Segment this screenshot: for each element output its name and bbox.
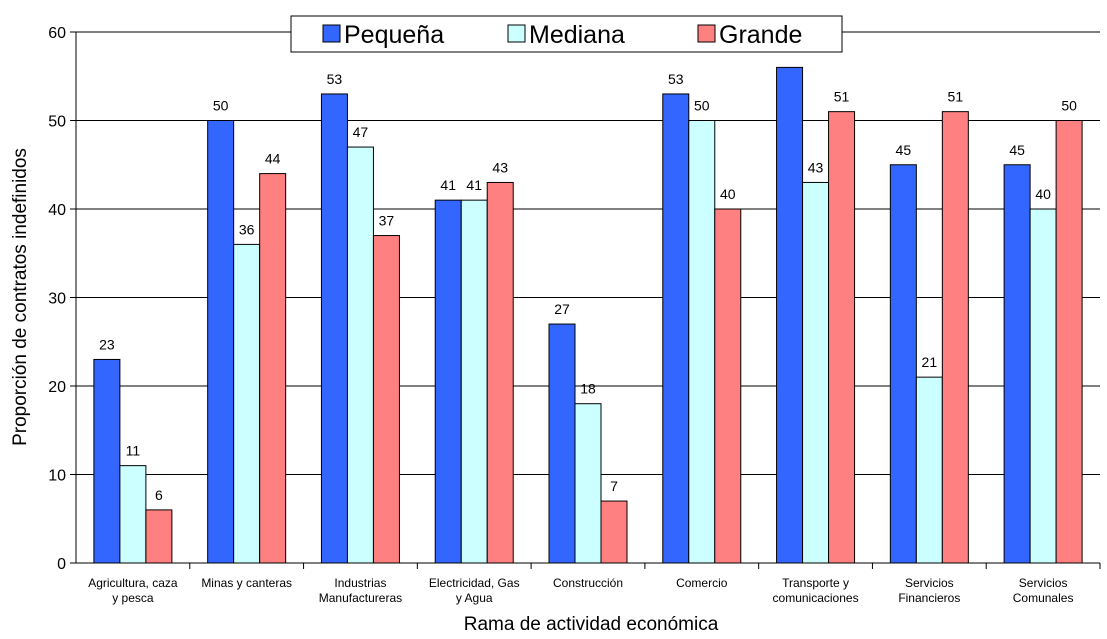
data-label: 47 [353,124,369,140]
x-category-label: Servicios [1019,576,1068,590]
x-category-label: Transporte y [782,576,849,590]
data-label: 45 [896,142,912,158]
bars [93,66,1083,564]
data-label: 36 [239,221,255,237]
data-label: 37 [379,213,395,229]
bar-mediana [1029,208,1057,564]
data-label: 45 [1009,142,1025,158]
bar-grande [1055,120,1083,564]
y-tick-label: 10 [48,468,66,485]
bar-mediana [460,199,488,564]
bar-pequena [434,199,462,564]
legend-swatch [697,24,716,43]
data-label: 44 [265,151,281,167]
bar-grande [828,111,856,564]
bar-pequena [1003,164,1031,564]
bar-pequena [776,66,804,564]
x-category-label: Agricultura, caza [88,576,178,590]
data-label: 40 [720,186,736,202]
y-tick-labels: 0 10 20 30 40 50 60 [48,25,66,573]
x-category-label: Industrias [334,576,386,590]
x-category-label: Servicios [905,576,954,590]
data-label: 43 [808,159,824,175]
data-label: 27 [554,301,570,317]
data-label: 51 [948,89,964,105]
y-tick-label: 40 [48,202,66,219]
data-label: 6 [155,487,163,503]
x-category-label: y pesca [112,591,154,605]
legend-label: Mediana [529,21,625,49]
data-label: 40 [1035,186,1051,202]
data-label: 50 [1061,98,1077,114]
data-label: 53 [668,71,684,87]
data-label: 18 [580,381,596,397]
y-tick-label: 0 [57,556,66,573]
y-tick-label: 20 [48,379,66,396]
bar-mediana [119,465,147,564]
bar-mediana [915,376,943,564]
bar-grande [486,181,514,564]
bar-pequena [93,358,121,564]
legend-label: Pequeña [344,21,444,49]
bar-mediana [688,120,716,564]
x-axis-title: Rama de actividad económica [464,614,719,635]
x-category-label: Comercio [676,576,728,590]
bar-grande [714,208,742,564]
x-category-label: Manufactureras [319,591,402,605]
x-category-label: Electricidad, Gas [429,576,520,590]
bar-grande [372,235,400,564]
axes [70,31,1101,569]
x-category-label: Financieros [898,591,960,605]
y-axis-title: Proporción de contratos indefinidos [10,148,31,446]
bar-mediana [233,243,261,564]
data-label: 23 [99,336,115,352]
legend-swatch [322,24,341,43]
legend: Pequeña Mediana Grande [290,15,843,53]
x-category-label: Comunales [1013,591,1074,605]
data-label: 51 [834,89,850,105]
bar-mediana [574,403,602,564]
bar-pequena [207,120,235,564]
y-tick-label: 60 [48,25,66,42]
data-label: 53 [327,71,343,87]
data-label: 41 [466,177,482,193]
legend-box [290,15,843,53]
y-tick-label: 50 [48,114,66,131]
data-label: 41 [440,177,456,193]
data-label: 21 [922,354,938,370]
bar-grande [145,509,173,564]
y-tick-label: 30 [48,291,66,308]
x-category-label: Minas y canteras [201,576,292,590]
bar-grande [600,500,628,564]
legend-label: Grande [719,21,802,49]
legend-swatch [507,24,526,43]
data-label: 43 [492,159,508,175]
data-labels: 23 11 6 50 36 44 53 47 37 41 41 43 27 18 7 53 50 40 43 51 45… [99,71,1077,503]
data-label: 7 [610,478,618,494]
x-category-label: comunicaciones [773,591,859,605]
x-category-label: Construcción [553,576,623,590]
data-label: 11 [126,443,141,459]
bar-mediana [802,181,830,564]
x-category-label: y Agua [456,591,493,605]
data-label: 50 [213,98,229,114]
bar-pequena [320,93,348,564]
bar-mediana [346,146,374,564]
bar-grande [259,173,287,564]
bar-grande [941,111,969,564]
data-label: 50 [694,98,710,114]
bar-pequena [548,323,576,564]
bar-pequena [662,93,690,564]
bar-pequena [889,164,917,564]
